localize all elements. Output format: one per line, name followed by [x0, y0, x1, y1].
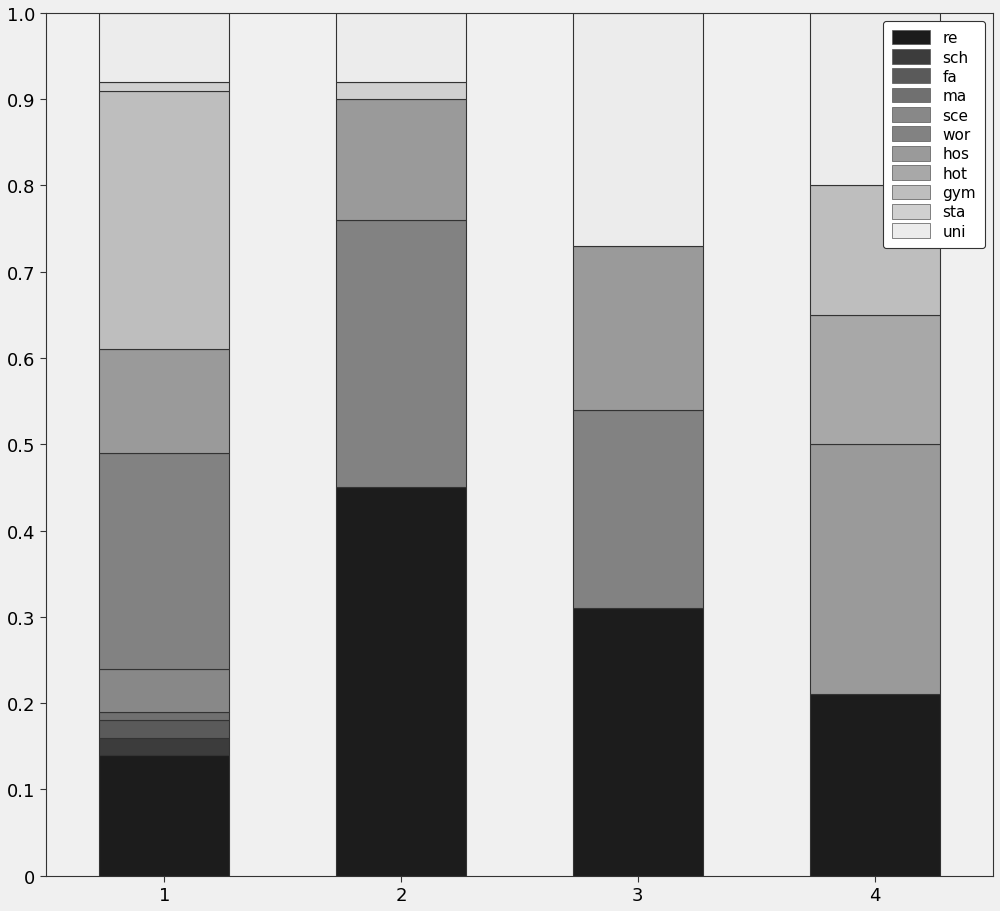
- Bar: [336, 100, 466, 220]
- Bar: [99, 738, 229, 755]
- Bar: [810, 14, 940, 186]
- Bar: [99, 669, 229, 711]
- Bar: [336, 220, 466, 488]
- Bar: [99, 350, 229, 454]
- Bar: [99, 91, 229, 350]
- Bar: [573, 247, 703, 410]
- Bar: [573, 14, 703, 247]
- Bar: [99, 83, 229, 91]
- Bar: [573, 609, 703, 875]
- Bar: [99, 755, 229, 875]
- Bar: [99, 711, 229, 721]
- Bar: [810, 186, 940, 315]
- Legend: re, sch, fa, ma, sce, wor, hos, hot, gym, sta, uni: re, sch, fa, ma, sce, wor, hos, hot, gym…: [883, 22, 985, 249]
- Bar: [336, 14, 466, 83]
- Bar: [99, 14, 229, 83]
- Bar: [336, 488, 466, 875]
- Bar: [810, 695, 940, 875]
- Bar: [573, 410, 703, 609]
- Bar: [336, 83, 466, 100]
- Bar: [810, 315, 940, 445]
- Bar: [99, 454, 229, 669]
- Bar: [99, 721, 229, 738]
- Bar: [810, 445, 940, 695]
